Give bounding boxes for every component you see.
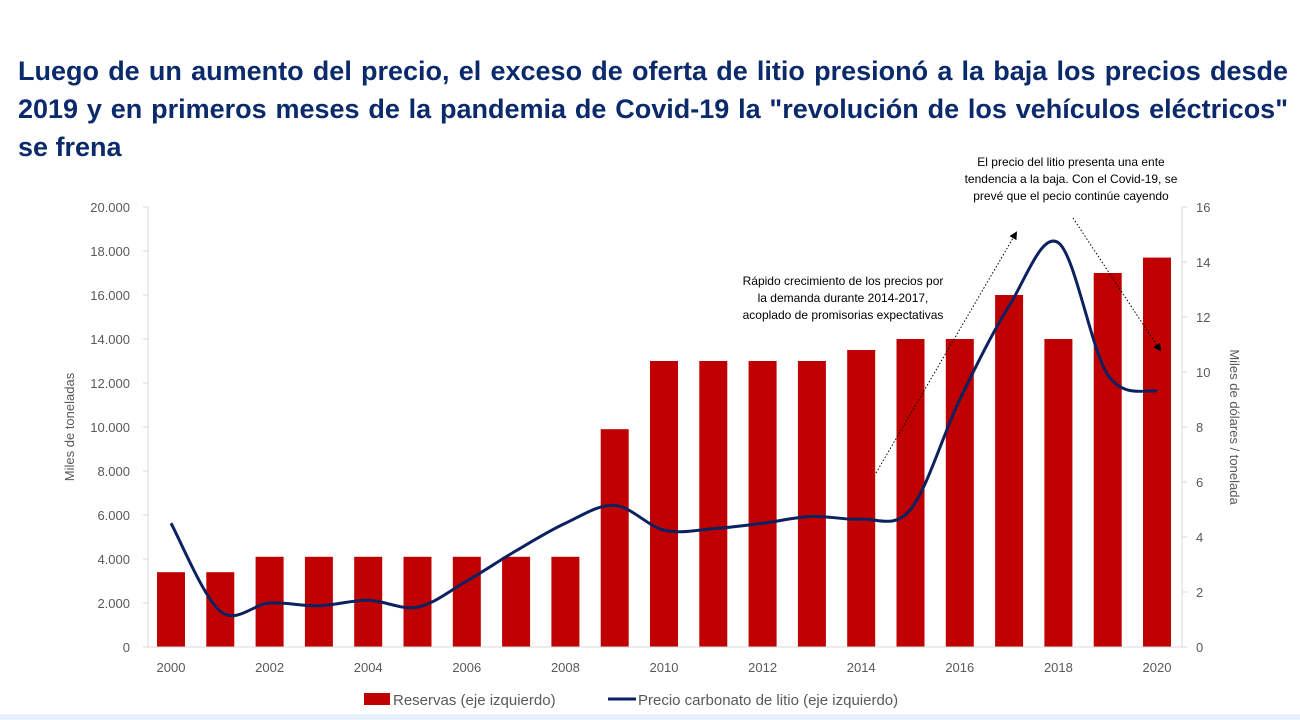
legend-label-line: Precio carbonato de litio (eje izquierdo… [638,692,898,709]
annotation-price-growth: Rápido crecimiento de los precios por la… [743,274,944,322]
annotation-line: Rápido crecimiento de los precios por [743,274,944,288]
x-tick-label: 2006 [452,660,481,675]
x-tick-label: 2008 [551,660,580,675]
annotation-line: prevé que el pecio continúe cayendo [973,189,1169,203]
y2-tick-label: 8 [1196,420,1203,435]
y-tick-label: 12.000 [90,376,130,391]
y2-tick-label: 0 [1196,640,1203,655]
y2-tick-label: 2 [1196,585,1203,600]
y2-tick-label: 16 [1196,200,1210,215]
x-tick-label: 2010 [650,660,679,675]
y2-tick-label: 4 [1196,530,1203,545]
bar-reservas-2014 [847,350,876,647]
bar-reservas-2018 [1044,339,1073,647]
y2-tick-label: 10 [1196,365,1210,380]
chart-title: Luego de un aumento del precio, el exces… [18,56,1288,162]
bar-reservas-2006 [452,556,481,647]
bar-reservas-2020 [1143,257,1171,647]
x-tick-label: 2002 [255,660,284,675]
bar-reservas-2008 [551,556,580,647]
bar-reservas-2009 [600,429,629,647]
y-tick-label: 14.000 [90,332,130,347]
y-tick-label: 2.000 [97,596,130,611]
price-line [169,239,1158,618]
y-tick-label: 10.000 [90,420,130,435]
bar-reservas-2013 [797,361,826,647]
annotation-line: la demanda durante 2014-2017, [758,291,929,305]
legend-label-bars: Reservas (eje izquierdo) [393,692,556,709]
y-tick-label: 4.000 [97,552,130,567]
bar-reservas-2016 [945,339,974,647]
bottom-band [0,714,1300,720]
x-tick-label: 2000 [157,660,186,675]
legend-swatch-bars [364,693,390,705]
y-tick-label: 20.000 [90,200,130,215]
y2-axis-label: Miles de dólares / tonelada [1227,349,1242,505]
annotation-arrow-up [875,231,1018,474]
bar-reservas-2000 [157,572,185,647]
y-tick-label: 8.000 [97,464,130,479]
bar-reservas-2003 [304,556,333,647]
annotation-line: acoplado de promisorias expectativas [743,308,944,322]
x-tick-label: 2018 [1044,660,1073,675]
legend: Reservas (eje izquierdo) Precio carbonat… [364,692,898,709]
x-tick-label: 2016 [945,660,974,675]
y2-tick-label: 12 [1196,310,1210,325]
bar-reservas-2007 [502,556,531,647]
y2-tick-label: 6 [1196,475,1203,490]
annotation-line: El precio del litio presenta una ente [977,155,1165,169]
annotation-price-decline: El precio del litio presenta una ente te… [965,155,1178,203]
y-axis-label: Miles de toneladas [62,372,77,481]
y-tick-label: 16.000 [90,288,130,303]
bar-reservas-2019 [1093,273,1122,647]
x-tick-label: 2004 [354,660,383,675]
y-tick-label: 6.000 [97,508,130,523]
bar-reservas-2012 [748,361,777,647]
x-tick-label: 2014 [847,660,876,675]
y-tick-label: 0 [123,640,130,655]
annotation-line: tendencia a la baja. Con el Covid-19, se [965,172,1178,186]
x-tick-label: 2020 [1143,660,1172,675]
x-tick-label: 2012 [748,660,777,675]
bar-reservas-2005 [403,556,432,647]
bar-reservas-2011 [699,361,728,647]
bar-reservas-2017 [995,295,1024,647]
y2-tick-label: 14 [1196,255,1210,270]
bar-reservas-2010 [650,361,678,647]
y-tick-label: 18.000 [90,244,130,259]
